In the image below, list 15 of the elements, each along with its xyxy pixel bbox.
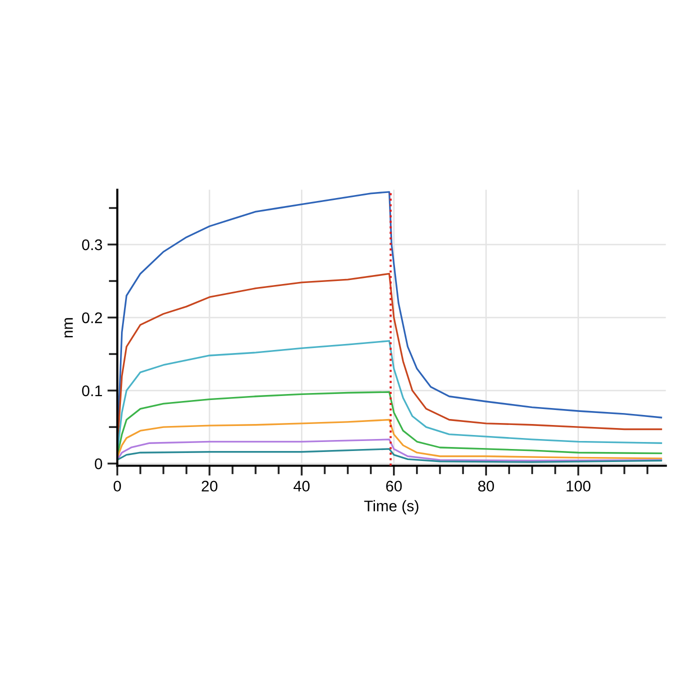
y-tick-label: 0.1 bbox=[82, 385, 102, 396]
x-tick-label: 60 bbox=[386, 480, 402, 492]
y-tick-label: 0 bbox=[94, 458, 102, 470]
x-tick-label: 80 bbox=[478, 480, 494, 492]
line-series bbox=[117, 438, 662, 462]
x-tick-label: 20 bbox=[202, 480, 218, 492]
y-tick-label: 0.3 bbox=[82, 239, 102, 250]
x-tick-label: 0 bbox=[114, 480, 121, 492]
x-tick-label: 40 bbox=[294, 480, 310, 492]
x-axis-title: Time (s) bbox=[364, 500, 418, 514]
line-series bbox=[117, 418, 662, 460]
line-series bbox=[117, 448, 662, 463]
y-tick-label: 0.2 bbox=[82, 312, 102, 324]
y-axis-title: nm bbox=[64, 318, 73, 338]
x-tick-label: 100 bbox=[566, 480, 590, 492]
